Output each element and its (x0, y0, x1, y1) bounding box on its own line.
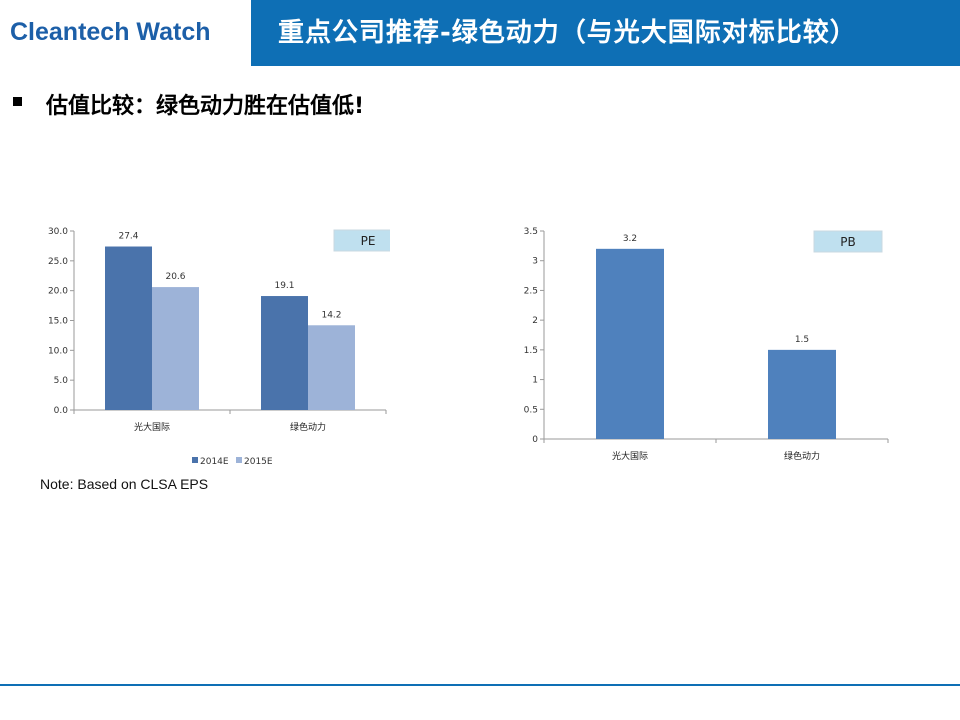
logo-text: Cleantech Watch (10, 18, 211, 46)
pb-chart: 0 0.5 1 1.5 2 2.5 3 3.5 3.2 光大国际 1.5 绿色动力 PB (524, 227, 889, 462)
chart-tag-label: PB (840, 235, 855, 249)
bar (768, 349, 836, 439)
legend-label: 2014E (200, 457, 229, 467)
chart-tag-label: PE (361, 234, 376, 248)
bar (261, 296, 308, 410)
bar (308, 325, 355, 410)
y-tick-label: 10.0 (48, 346, 68, 356)
logo: Cleantech Watch (0, 0, 254, 66)
bullet-square-icon (13, 97, 22, 106)
chart-tag-box (333, 229, 390, 252)
data-label: 14.2 (321, 310, 341, 320)
data-label: 27.4 (118, 232, 138, 242)
category-label: 绿色动力 (784, 450, 820, 462)
bar (596, 248, 664, 439)
data-label: 20.6 (165, 272, 185, 282)
data-label: 19.1 (274, 281, 294, 291)
data-label: 1.5 (795, 335, 809, 345)
y-tick-label: 1.5 (524, 346, 538, 356)
y-tick-label: 20.0 (48, 287, 68, 297)
footer-line (0, 684, 960, 686)
y-tick-label: 0.0 (54, 406, 69, 416)
legend-label: 2015E (244, 457, 273, 467)
bar (152, 287, 199, 410)
legend-swatch (192, 457, 198, 463)
y-tick-label: 3.5 (524, 227, 538, 237)
y-tick-label: 5.0 (54, 376, 69, 386)
y-tick-label: 15.0 (48, 317, 68, 327)
pe-chart: 0.0 5.0 10.0 15.0 20.0 25.0 30.0 27.4 20.6 光大国际 19… (48, 227, 390, 467)
category-label: 光大国际 (612, 450, 648, 462)
category-label: 绿色动力 (290, 421, 326, 433)
y-tick-label: 1 (532, 376, 538, 386)
slide-title: 重点公司推荐-绿色动力（与光大国际对标比较） (278, 18, 857, 48)
data-label: 3.2 (623, 234, 637, 244)
y-tick-label: 3 (532, 257, 538, 267)
y-tick-label: 0.5 (524, 405, 538, 415)
category-label: 光大国际 (134, 421, 170, 433)
y-tick-label: 25.0 (48, 257, 68, 267)
bar (105, 246, 152, 410)
legend-swatch (236, 457, 242, 463)
bullet-text: 估值比较：绿色动力胜在估值低! (46, 94, 365, 119)
y-tick-label: 2.5 (524, 286, 538, 296)
chart-tag-box (813, 230, 883, 253)
y-tick-label: 30.0 (48, 227, 68, 237)
y-tick-label: 2 (532, 316, 538, 326)
note-text: Note: Based on CLSA EPS (40, 476, 209, 492)
y-tick-label: 0 (532, 435, 538, 445)
